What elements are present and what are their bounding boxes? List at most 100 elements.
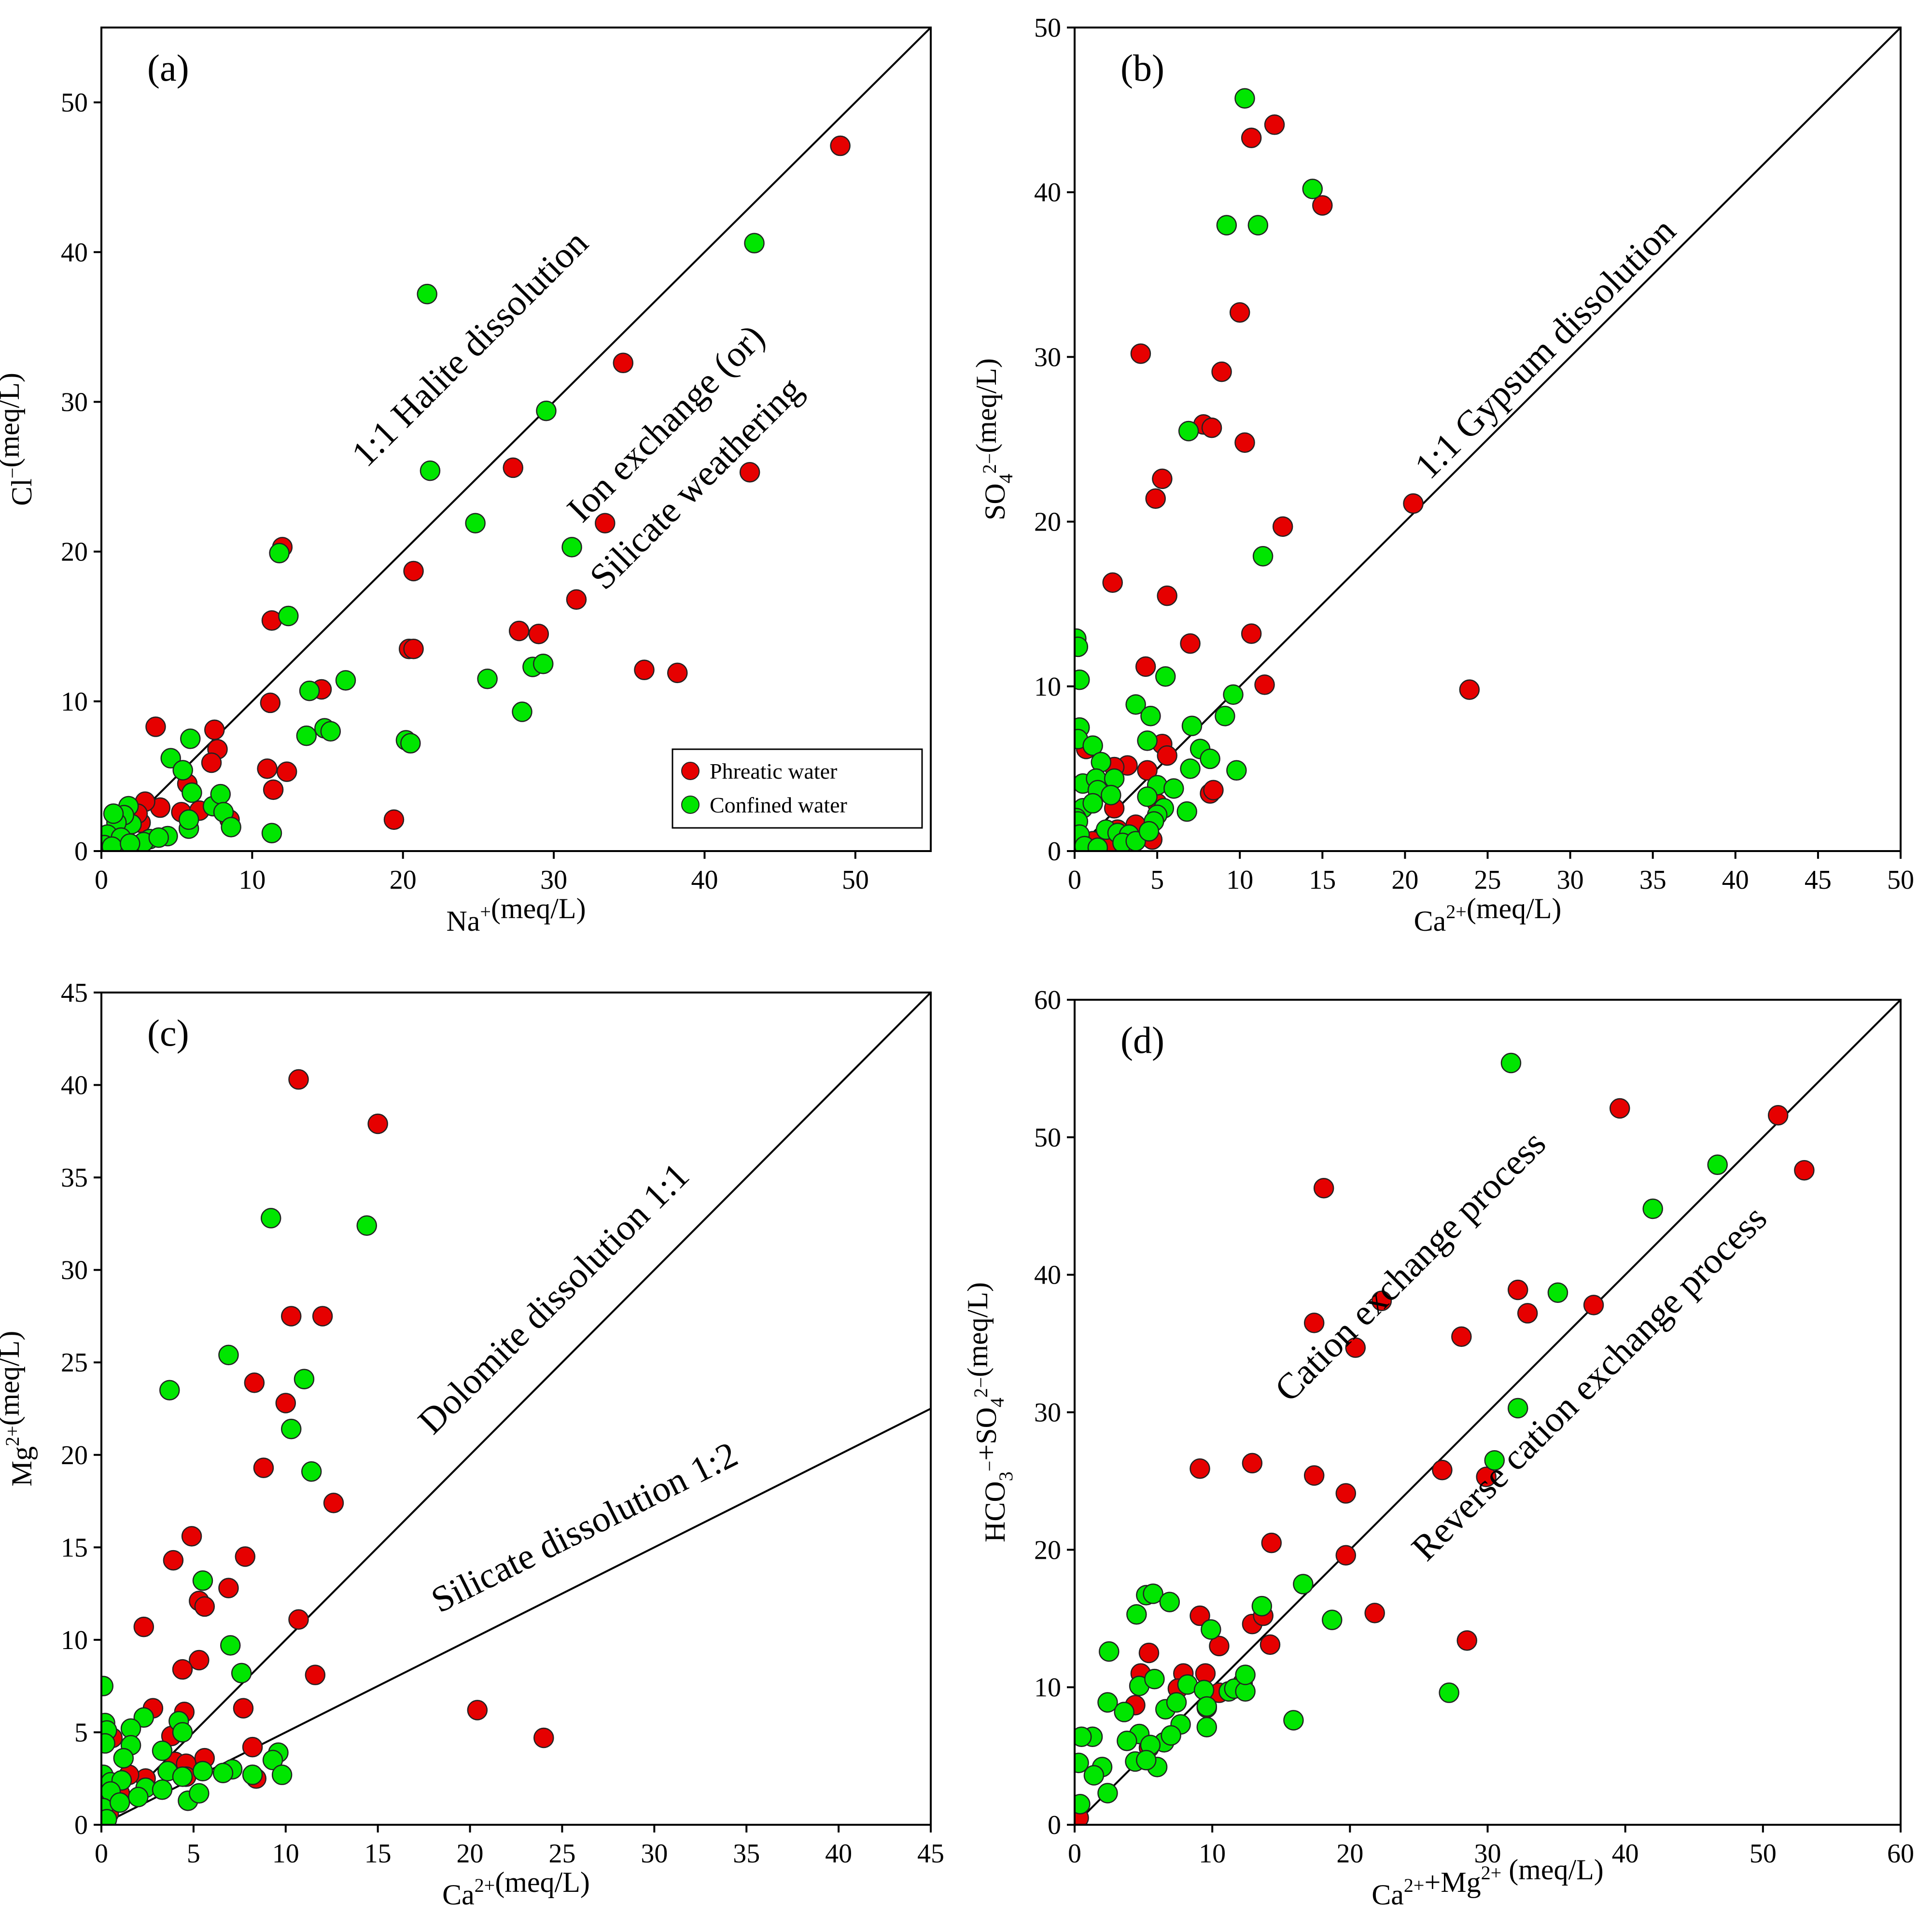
confined-point [101,836,123,851]
confined-point [465,513,486,533]
panel-b: 0 5 10 15 20 25 30 35 40 45 50 0 10 20 30 40 50 Ca2+(meq/… [970,13,1914,937]
confined-point [278,605,299,627]
phreatic-point [1303,1313,1325,1333]
x-axis-label: Ca2+(meq/L) [442,1866,590,1911]
x-tick-label: 5 [1150,865,1164,895]
phreatic-point [1312,195,1333,216]
annotation: Dolomite dissolution 1:1 [410,1155,697,1442]
x-axis-label: Ca2++Mg2+ (meq/L) [1372,1854,1604,1911]
confined-point [1117,1731,1137,1751]
confined-point [1226,760,1247,781]
x-tick-label: 0 [1068,1839,1081,1869]
phreatic-point [218,1578,239,1598]
phreatic-point [133,1616,154,1637]
confined-point [1166,1692,1187,1713]
confined-point [192,1570,213,1591]
phreatic-point [1190,1458,1210,1479]
confined-point [172,1766,193,1787]
confined-point [1075,1752,1089,1774]
y-tick-label: 20 [61,1441,88,1470]
phreatic-point [1190,1605,1210,1626]
phreatic-point [383,809,405,830]
x-tick-label: 45 [917,1839,944,1869]
y-tick-label: 50 [1034,1123,1061,1153]
phreatic-point [533,1727,554,1748]
x-tick-label: 0 [1068,865,1081,895]
phreatic-point [508,620,530,642]
confined-point [512,701,532,722]
panel-label: (b) [1120,47,1164,89]
confined-point [242,1764,263,1785]
phreatic-point [1138,1642,1160,1664]
phreatic-point [1272,516,1293,537]
phreatic-point [172,1659,193,1680]
phreatic-point [257,758,278,779]
phreatic-point [275,1393,296,1413]
confined-point [1234,88,1255,109]
phreatic-point [1476,1467,1497,1487]
phreatic-point [566,589,587,610]
confined-point [210,783,231,805]
y-tick-label: 60 [1034,985,1061,1015]
phreatic-point [1261,1532,1282,1553]
confined-point [280,1418,302,1440]
y-tick-label: 5 [74,1718,88,1748]
y-tick-label: 40 [1034,178,1061,208]
confined-point [1137,730,1158,751]
confined-point [178,809,199,830]
phreatic-point [1364,1603,1385,1623]
confined-point [1201,1619,1221,1640]
phreatic-point [323,1493,344,1513]
y-tick-label: 40 [61,1071,88,1101]
x-tick-label: 20 [457,1839,484,1869]
x-axis-label: Ca2+(meq/L) [1414,893,1562,937]
confined-point [1104,768,1125,789]
confined-point [1143,1583,1163,1604]
y-tick-label: 30 [1034,342,1061,372]
phreatic-point [263,779,284,800]
x-tick-label: 30 [540,865,567,895]
phreatic-point [1135,656,1156,677]
phreatic-point [528,623,549,644]
annotation: 1:1 Halite dissolution [344,223,596,475]
confined-point [1484,1450,1505,1471]
phreatic-point [1794,1160,1815,1181]
confined-point [120,833,140,851]
x-tick-label: 15 [364,1839,392,1869]
y-tick-label: 0 [74,1810,88,1840]
confined-point [1161,1725,1181,1746]
phreatic-point [189,1650,210,1671]
phreatic-point [634,659,655,680]
phreatic-point [253,1457,274,1478]
confined-point [1196,1717,1218,1738]
confined-point [189,1783,210,1804]
phreatic-point [1145,488,1166,509]
confined-point [101,1809,117,1825]
x-tick-label: 20 [1336,1839,1363,1869]
plot-frame [100,27,932,852]
confined-point [1439,1682,1459,1703]
confined-point [1126,1604,1147,1625]
phreatic-point [1157,585,1177,606]
phreatic-point [1432,1459,1453,1481]
y-axis-label: Mg2+(meq/L) [0,1331,38,1487]
confined-point [101,1733,115,1754]
confined-point [1082,793,1103,814]
reference-line-1-to-2 [101,1408,931,1825]
y-tick-label: 40 [61,238,88,267]
phreatic-point [1517,1303,1538,1324]
x-tick-label: 35 [1639,865,1666,895]
confined-point [271,1764,293,1785]
confined-point [400,733,421,754]
y-tick-label: 15 [61,1533,88,1563]
confined-point [536,400,557,421]
confined-point [1082,735,1103,756]
phreatic-point [830,135,851,156]
confined-point [261,823,282,844]
phreatic-point [1137,760,1158,781]
confined-point [128,1787,149,1807]
confined-point [109,1792,130,1813]
confined-point [1642,1198,1663,1219]
phreatic-point [1254,674,1275,695]
